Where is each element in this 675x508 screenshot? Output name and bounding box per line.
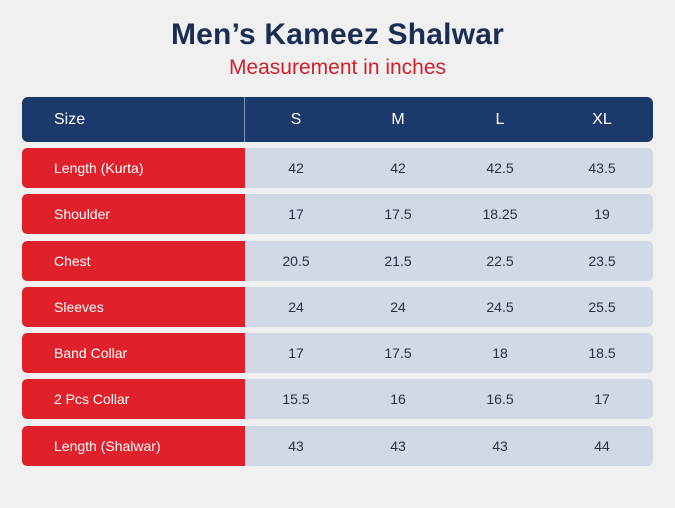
row-label: Length (Kurta) — [22, 148, 245, 188]
value-cell: 25.5 — [588, 298, 616, 315]
value-cell: 21.5 — [384, 252, 412, 269]
value-cell: 18.5 — [588, 345, 616, 362]
row-values: 43 43 43 44 — [245, 425, 653, 466]
row-label: Length (Shalwar) — [22, 425, 245, 466]
size-header-label: Size — [22, 97, 245, 142]
value-cell: 20.5 — [282, 252, 310, 269]
value-cell: 24 — [390, 298, 406, 315]
value-cell: 17 — [288, 345, 304, 362]
table-row: Length (Kurta) 42 42 42.5 43.5 — [22, 148, 653, 188]
table-header-row: Size S M L XL — [22, 97, 653, 142]
value-cell: 19 — [594, 206, 610, 223]
value-cell: 22.5 — [486, 252, 514, 269]
row-values: 42 42 42.5 43.5 — [245, 148, 653, 188]
row-values: 17 17.5 18.25 19 — [245, 194, 653, 235]
value-cell: 43 — [390, 437, 406, 454]
value-cell: 18 — [492, 345, 508, 362]
value-cell: 17.5 — [384, 345, 412, 362]
value-cell: 42 — [288, 160, 304, 176]
value-cell: 24.5 — [486, 298, 514, 315]
row-label: Shoulder — [22, 194, 245, 235]
value-cell: 43 — [492, 437, 508, 454]
table-row: Shoulder 17 17.5 18.25 19 — [22, 194, 653, 235]
row-values: 24 24 24.5 25.5 — [245, 286, 653, 327]
value-cell: 16 — [390, 391, 406, 408]
value-cell: 18.25 — [482, 206, 518, 223]
value-cell: 43.5 — [588, 160, 616, 176]
value-cell: 15.5 — [282, 391, 310, 408]
value-cell: 17 — [288, 206, 304, 223]
table-row: 2 Pcs Collar 15.5 16 16.5 17 — [22, 379, 653, 420]
size-chart-table: Size S M L XL Length (Kurta) 42 42 42.5 … — [22, 97, 653, 472]
size-header-s: S — [290, 110, 302, 128]
size-header-m: M — [391, 110, 405, 128]
value-cell: 42 — [390, 160, 406, 176]
value-cell: 24 — [288, 298, 304, 315]
row-label: 2 Pcs Collar — [22, 379, 245, 420]
value-cell: 42.5 — [486, 160, 514, 176]
table-row: Band Collar 17 17.5 18 18.5 — [22, 333, 653, 374]
size-header-l: L — [495, 110, 505, 128]
value-cell: 17.5 — [384, 206, 412, 223]
table-row: Chest 20.5 21.5 22.5 23.5 — [22, 240, 653, 281]
page-title: Men’s Kameez Shalwar — [170, 18, 505, 51]
row-label: Chest — [22, 240, 245, 281]
row-label: Band Collar — [22, 333, 245, 374]
value-cell: 16.5 — [486, 391, 514, 408]
value-cell: 23.5 — [588, 252, 616, 269]
table-row: Length (Shalwar) 43 43 43 44 — [22, 425, 653, 466]
value-cell: 44 — [594, 437, 610, 454]
row-values: 15.5 16 16.5 17 — [245, 379, 653, 420]
value-cell: 17 — [594, 391, 610, 408]
row-values: 20.5 21.5 22.5 23.5 — [245, 240, 653, 281]
row-label: Sleeves — [22, 286, 245, 327]
value-cell: 43 — [288, 437, 304, 454]
table-row: Sleeves 24 24 24.5 25.5 — [22, 286, 653, 327]
page-subtitle: Measurement in inches — [228, 56, 447, 79]
row-values: 17 17.5 18 18.5 — [245, 333, 653, 374]
size-header-xl: XL — [592, 110, 612, 128]
